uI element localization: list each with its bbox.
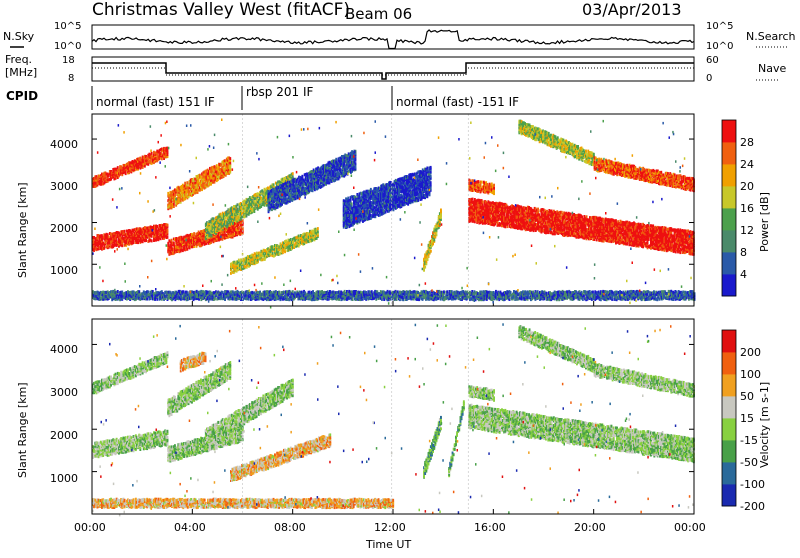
echo-cell — [253, 210, 255, 213]
freq-strip-frame — [92, 57, 694, 81]
echo-band — [167, 156, 231, 210]
echo-cell — [237, 203, 239, 206]
nsky-tick-bottom: 10^0 — [54, 41, 81, 52]
nsearch-tick-top: 10^5 — [706, 21, 733, 32]
freq-axis-label: Freq. — [5, 53, 32, 66]
echo-cell — [167, 224, 169, 227]
echo-cell — [317, 230, 319, 233]
echo-cell — [351, 202, 353, 205]
date-label: 03/Apr/2013 — [582, 0, 682, 19]
freq-trace — [92, 63, 694, 79]
nsky-tick-top: 10^5 — [54, 21, 81, 32]
echo-cell — [229, 167, 231, 170]
echo-cell — [335, 158, 337, 161]
echo-cell — [229, 162, 231, 165]
echo-cell — [238, 226, 240, 229]
echo-cell — [193, 232, 195, 235]
echo-cell — [269, 198, 271, 201]
echo-cell — [267, 187, 269, 190]
beam-label: Beam 06 — [345, 5, 412, 23]
radar-plot-svg: Christmas Valley West (fitACF) Beam 06 0… — [0, 0, 800, 554]
echo-cell — [317, 227, 319, 230]
echo-cell — [167, 229, 169, 232]
freq-axis-unit: [MHz] — [5, 66, 37, 79]
nsky-trace — [92, 30, 694, 49]
freq-tick-top: 18 — [62, 55, 75, 66]
power-data-cells — [92, 114, 696, 309]
nave-tick-bottom: 0 — [706, 73, 712, 84]
figure-title: Christmas Valley West (fitACF) — [92, 0, 350, 20]
echo-cell — [108, 235, 110, 238]
echo-band — [92, 147, 168, 188]
nsearch-tick-bottom: 10^0 — [706, 41, 733, 52]
nsky-line — [92, 30, 694, 49]
echo-cell — [271, 208, 273, 211]
echo-cell — [238, 259, 240, 262]
echo-cell — [292, 172, 294, 175]
echo-cell — [292, 175, 294, 178]
cpid-segment-1: normal (fast) 151 IF — [96, 95, 215, 109]
echo-cell — [121, 244, 123, 247]
nsky-strip-frame — [92, 25, 694, 49]
cpid-segment-2: rbsp 201 IF — [246, 85, 313, 99]
echo-cell — [171, 239, 173, 242]
nave-trace — [92, 68, 694, 75]
radar-figure: Christmas Valley West (fitACF) Beam 06 0… — [0, 0, 800, 554]
echo-cell — [370, 188, 372, 191]
echo-cell — [124, 230, 126, 233]
echo-cell — [216, 164, 218, 167]
cpid-row: CPID normal (fast) 151 IF rbsp 201 IF no… — [6, 85, 519, 110]
nsky-axis-label: N.Sky — [3, 30, 35, 43]
echo-cell — [229, 157, 231, 160]
freq-tick-bottom: 8 — [68, 73, 74, 84]
echo-cell — [145, 239, 147, 242]
echo-cell — [173, 241, 175, 244]
echo-cell — [173, 203, 175, 206]
power-panel: Slant Range [km] 1000 2000 3000 4000 481… — [16, 114, 771, 309]
echo-cell — [167, 236, 169, 239]
echo-cell — [184, 182, 186, 185]
echo-cell — [339, 176, 341, 179]
nave-tick-top: 60 — [706, 55, 719, 66]
echo-cell — [301, 175, 303, 178]
echo-cell — [151, 152, 153, 155]
echo-cell — [161, 157, 163, 160]
echo-cell — [272, 252, 274, 255]
nsky-strip: N.Sky 10^5 10^0 10^5 10^0 N.Search — [3, 21, 796, 52]
freq-strip: Freq. [MHz] 18 8 60 0 Nave — [5, 53, 786, 84]
echo-cell — [186, 181, 188, 184]
echo-band — [92, 223, 168, 252]
echo-cell — [290, 238, 292, 241]
echo-cell — [224, 217, 226, 220]
echo-cell — [151, 239, 153, 242]
echo-cell — [355, 162, 357, 165]
echo-cell — [284, 250, 286, 253]
cpid-axis-label: CPID — [6, 89, 38, 103]
cpid-segment-3: normal (fast) -151 IF — [396, 95, 519, 109]
nave-axis-label: Nave — [758, 62, 786, 75]
nsearch-axis-label: N.Search — [746, 30, 796, 43]
echo-cell — [167, 151, 169, 154]
